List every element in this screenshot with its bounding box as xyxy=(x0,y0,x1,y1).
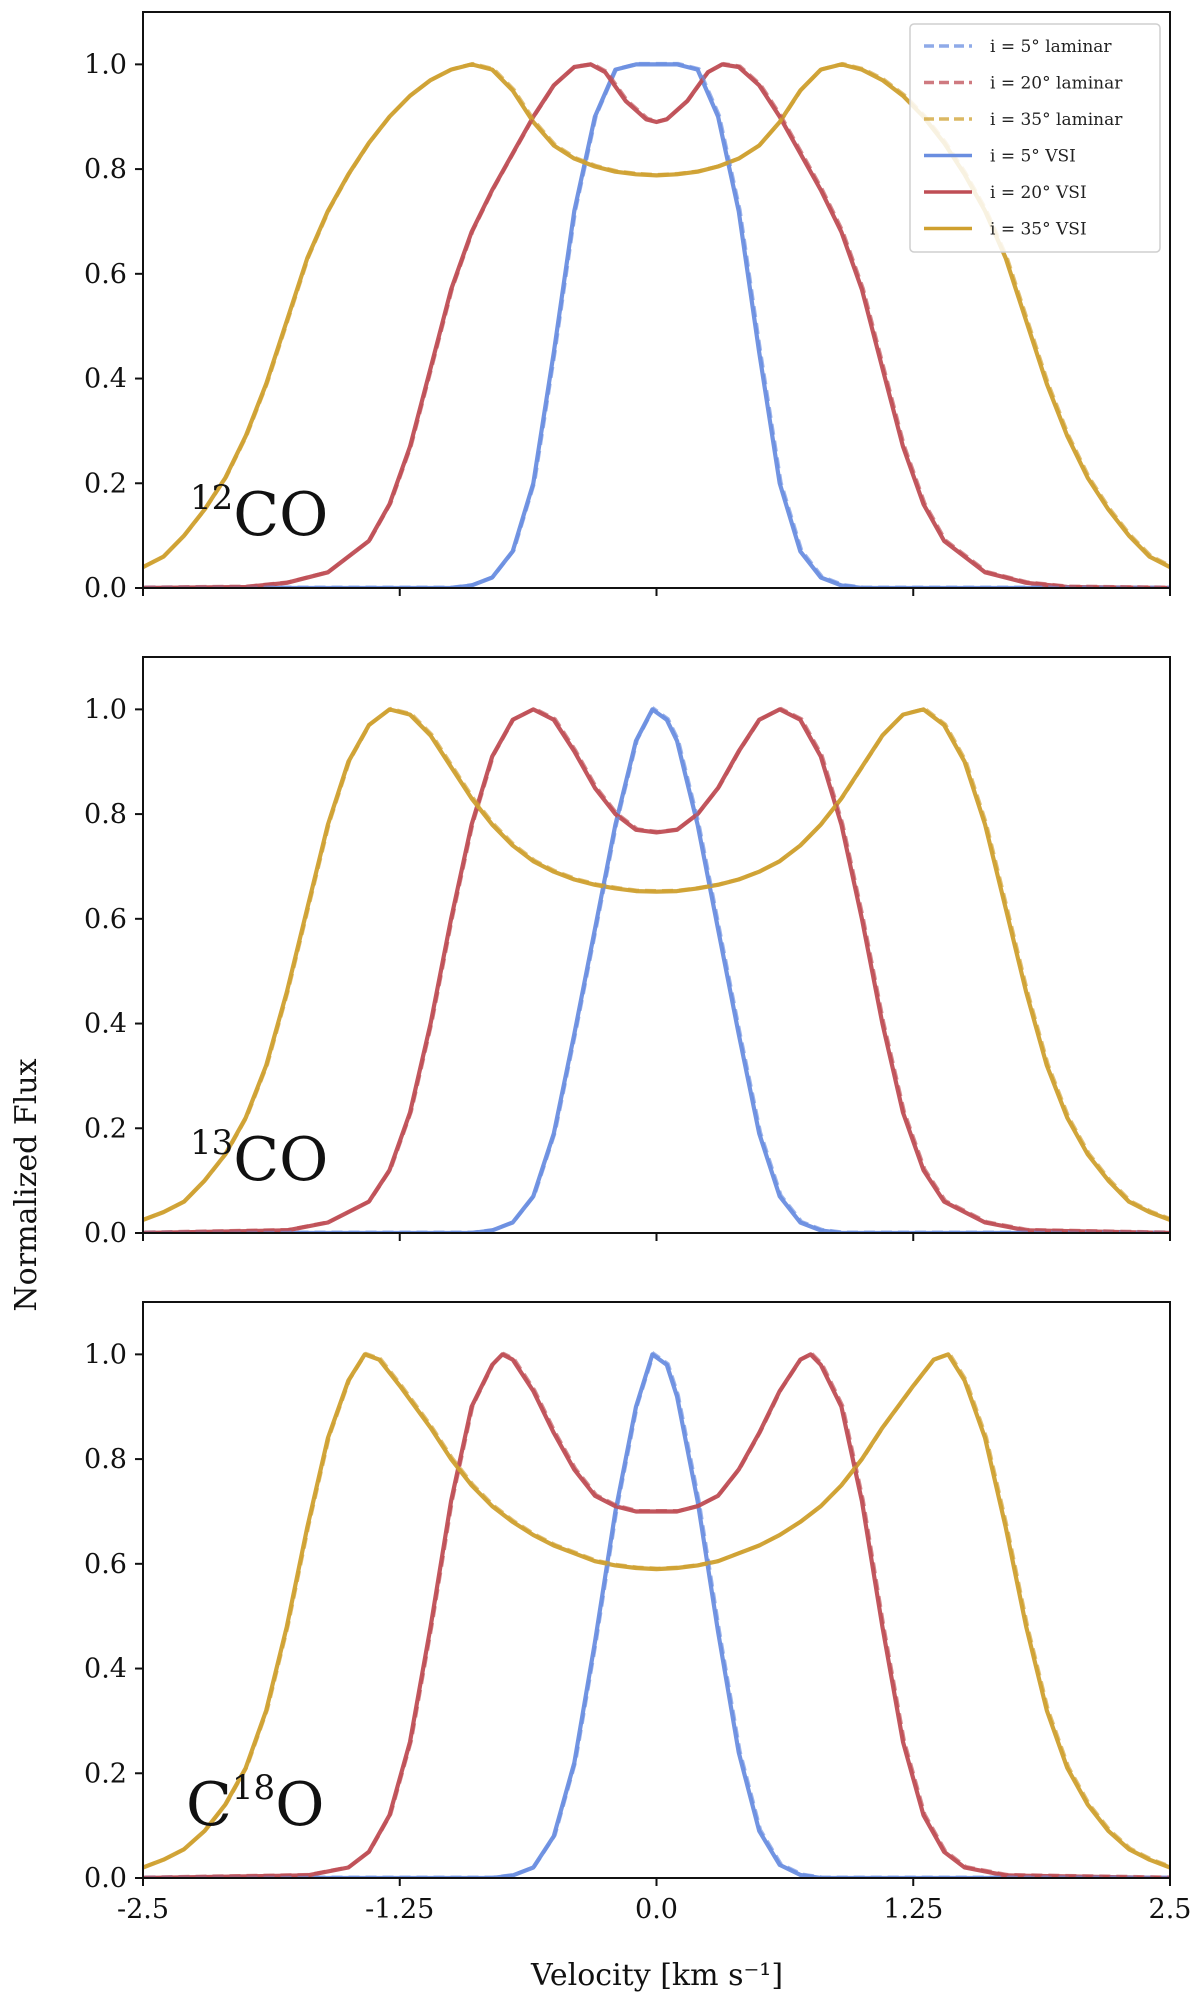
legend-label: i = 5° VSI xyxy=(990,147,1076,167)
y-tick-label: 0.0 xyxy=(84,1218,127,1249)
series-i20-laminar-line xyxy=(144,706,1170,1233)
y-tick-label: 0.4 xyxy=(84,1009,127,1040)
x-axis-label: Velocity [km s⁻¹] xyxy=(530,1958,783,1993)
y-tick-label: 0.6 xyxy=(84,904,127,935)
legend-label: i = 35° VSI xyxy=(990,220,1087,240)
legend-label: i = 5° laminar xyxy=(990,37,1112,57)
y-tick-label: 1.0 xyxy=(84,49,127,80)
series-i35-laminar-line xyxy=(143,61,1170,568)
series-i35-laminar-line xyxy=(143,706,1170,1221)
y-axis-label: Normalized Flux xyxy=(9,1058,44,1311)
series-i20-laminar-line xyxy=(144,1351,1170,1878)
y-tick-label: 0.2 xyxy=(84,1758,127,1789)
legend-label: i = 35° laminar xyxy=(990,110,1123,130)
series-i5-laminar-line xyxy=(144,706,1170,1233)
panel-1-lines xyxy=(143,61,1170,588)
series-i5-laminar-line xyxy=(144,1350,1170,1878)
legend: i = 5° laminar i = 20° laminar i = 35° lam… xyxy=(909,23,1161,253)
y-tick-label: 0.6 xyxy=(84,259,127,290)
x-tick-label: 1.25 xyxy=(883,1894,943,1925)
panel-3: 0.0 0.2 0.4 0.6 0.8 1.0 -2.5 -1.25 0.0 1.25 2.5 C18… xyxy=(84,1301,1192,1925)
x-tick-label: 2.5 xyxy=(1149,1894,1192,1925)
panel-3-species-label: C18O xyxy=(186,1768,324,1840)
y-tick-label: 1.0 xyxy=(84,694,127,725)
y-tick-label: 1.0 xyxy=(84,1339,127,1370)
y-tick-label: 0.8 xyxy=(84,799,127,830)
panel-2-lines xyxy=(143,706,1170,1233)
panel-3-lines xyxy=(143,1350,1170,1878)
y-tick-label: 0.8 xyxy=(84,1444,127,1475)
legend-label: i = 20° laminar xyxy=(990,74,1123,94)
legend-label: i = 20° VSI xyxy=(990,183,1087,203)
y-tick-label: 0.2 xyxy=(84,1113,127,1144)
y-tick-label: 0.4 xyxy=(84,1654,127,1685)
y-tick-label: 0.4 xyxy=(84,364,127,395)
panel-2: 0.0 0.2 0.4 0.6 0.8 1.0 13CO xyxy=(84,656,1171,1249)
series-i5-laminar-line xyxy=(144,61,1170,588)
x-tick-label: 0.0 xyxy=(635,1894,678,1925)
panel-1-species-label: 12CO xyxy=(190,478,328,550)
x-tick-label: -1.25 xyxy=(365,1894,434,1925)
legend-box xyxy=(909,23,1161,253)
x-tick-label: -2.5 xyxy=(117,1894,169,1925)
y-tick-label: 0.0 xyxy=(84,1863,127,1894)
y-tick-label: 0.0 xyxy=(84,573,127,604)
series-i35-laminar-line xyxy=(143,1351,1170,1868)
panel-2-species-label: 13CO xyxy=(190,1123,328,1195)
y-tick-label: 0.2 xyxy=(84,468,127,499)
y-tick-label: 0.8 xyxy=(84,154,127,185)
series-i5-vsi-line xyxy=(143,707,1170,1233)
y-tick-label: 0.6 xyxy=(84,1549,127,1580)
series-i20-laminar-line xyxy=(144,61,1170,588)
